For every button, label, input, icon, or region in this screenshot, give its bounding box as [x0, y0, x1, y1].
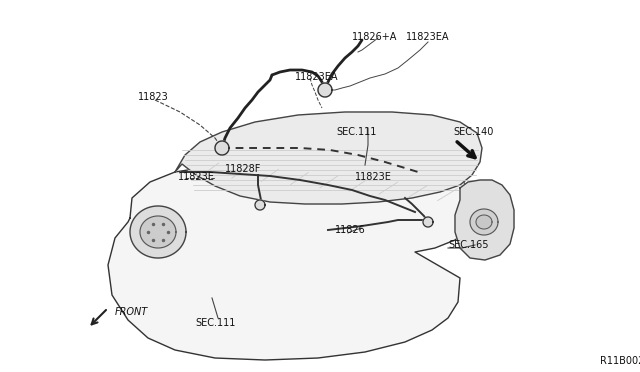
- Text: SEC.140: SEC.140: [453, 127, 493, 137]
- Text: SEC.111: SEC.111: [336, 127, 376, 137]
- Polygon shape: [318, 83, 332, 97]
- Polygon shape: [470, 209, 498, 235]
- Polygon shape: [255, 200, 265, 210]
- Text: 11823EA: 11823EA: [295, 72, 339, 82]
- Text: FRONT: FRONT: [115, 307, 148, 317]
- Polygon shape: [455, 180, 514, 260]
- Text: 11823EA: 11823EA: [406, 32, 449, 42]
- Text: SEC.111: SEC.111: [195, 318, 236, 328]
- Polygon shape: [140, 216, 176, 248]
- Text: 11823E: 11823E: [178, 172, 215, 182]
- Polygon shape: [175, 112, 482, 204]
- Text: 11826: 11826: [335, 225, 365, 235]
- Text: 11826+A: 11826+A: [352, 32, 397, 42]
- Polygon shape: [215, 141, 229, 155]
- Polygon shape: [423, 217, 433, 227]
- Polygon shape: [476, 215, 492, 229]
- Text: R11B002X: R11B002X: [600, 356, 640, 366]
- Text: 11823: 11823: [138, 92, 169, 102]
- Polygon shape: [108, 162, 475, 360]
- Polygon shape: [130, 206, 186, 258]
- Text: SEC.165: SEC.165: [448, 240, 488, 250]
- Text: 11823E: 11823E: [355, 172, 392, 182]
- Text: 11828F: 11828F: [225, 164, 261, 174]
